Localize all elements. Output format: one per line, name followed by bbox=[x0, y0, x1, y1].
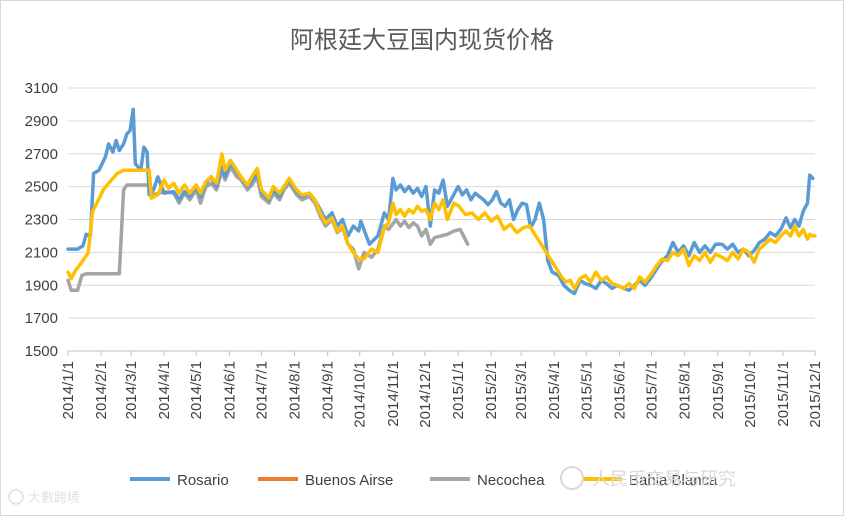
y-tick-label: 2100 bbox=[25, 244, 58, 261]
x-tick-label: 2014/7/1 bbox=[253, 361, 270, 419]
x-tick-label: 2015/4/1 bbox=[546, 361, 563, 419]
series-line-bahia-blanca bbox=[66, 152, 817, 291]
x-tick-label: 2014/6/1 bbox=[221, 361, 238, 419]
wechat-icon bbox=[560, 466, 584, 490]
x-tick-label: 2015/6/1 bbox=[611, 361, 628, 419]
x-tick-label: 2015/11/1 bbox=[775, 361, 792, 427]
source-watermark-text: 大數跨境 bbox=[28, 491, 80, 506]
y-tick-label: 1500 bbox=[25, 343, 58, 360]
x-tick-label: 2015/5/1 bbox=[578, 361, 595, 419]
legend: Rosario Buenos Airse Necochea Bahia Blanca bbox=[130, 472, 718, 489]
legend-label-necochea: Necochea bbox=[477, 472, 545, 489]
x-tick-label: 2015/2/1 bbox=[483, 361, 500, 419]
x-tick-label: 2014/9/1 bbox=[320, 361, 337, 419]
wechat-watermark: 人民币交易与研究 bbox=[560, 466, 736, 490]
x-tick-label: 2015/1/1 bbox=[450, 361, 467, 419]
series-line-rosario bbox=[66, 107, 815, 296]
x-tick-label: 2014/5/1 bbox=[188, 361, 205, 419]
legend-label-rosario: Rosario bbox=[177, 472, 229, 489]
y-tick-label: 2300 bbox=[25, 212, 58, 229]
y-tick-label: 2500 bbox=[25, 179, 58, 196]
x-tick-label: 2014/10/1 bbox=[352, 361, 369, 428]
x-tick-label: 2015/8/1 bbox=[677, 361, 694, 419]
x-tick-label: 2015/9/1 bbox=[710, 361, 727, 419]
chart-title: 阿根廷大豆国内现货价格 bbox=[290, 26, 554, 54]
x-tick-label: 2014/8/1 bbox=[287, 361, 304, 419]
source-watermark: 大數跨境 bbox=[8, 489, 80, 506]
x-tick-label: 2014/12/1 bbox=[417, 361, 434, 428]
y-tick-label: 3100 bbox=[25, 80, 58, 97]
y-tick-label: 2700 bbox=[25, 146, 58, 163]
x-tick-label: 2015/3/1 bbox=[513, 361, 530, 419]
legend-label-buenos-airse: Buenos Airse bbox=[305, 472, 393, 489]
y-tick-label: 2900 bbox=[25, 113, 58, 130]
y-tick-label: 1700 bbox=[25, 310, 58, 327]
x-tick-label: 2015/10/1 bbox=[742, 361, 759, 428]
x-tick-label: 2015/12/1 bbox=[807, 361, 824, 428]
x-tick-label: 2014/2/1 bbox=[93, 361, 110, 419]
x-tick-label: 2014/11/1 bbox=[385, 361, 402, 427]
x-axis: 2014/1/1 2014/2/1 2014/3/1 2014/4/1 2014/5/1… bbox=[60, 350, 824, 428]
y-tick-label: 1900 bbox=[25, 277, 58, 294]
source-logo-icon bbox=[8, 489, 24, 505]
x-tick-label: 2014/4/1 bbox=[156, 361, 173, 419]
series-lines bbox=[66, 107, 817, 296]
wechat-watermark-text: 人民币交易与研究 bbox=[592, 469, 736, 490]
x-tick-label: 2015/7/1 bbox=[643, 361, 660, 419]
legend-label-bahia-blanca: Bahia Blanca bbox=[629, 472, 718, 489]
x-tick-label: 2014/3/1 bbox=[123, 361, 140, 419]
x-tick-label: 2014/1/1 bbox=[60, 361, 77, 419]
y-axis: 1500 1700 1900 2100 2300 2500 2700 2900 3100 bbox=[25, 80, 58, 360]
